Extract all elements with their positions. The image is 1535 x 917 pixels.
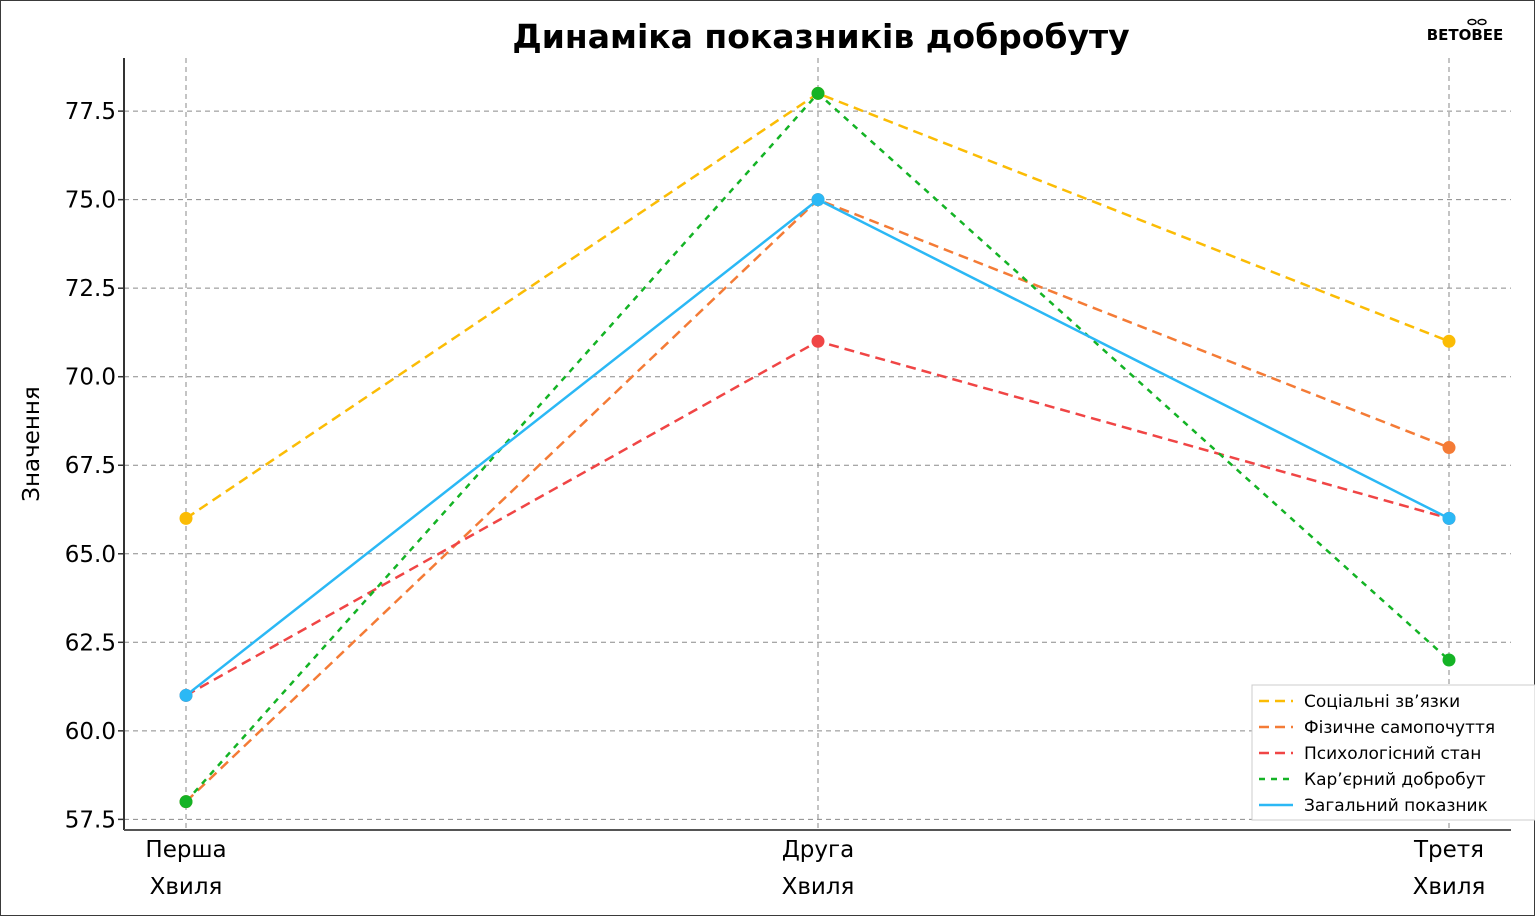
legend-label-3: Кар’єрний добробут xyxy=(1304,770,1486,790)
series-2-point-1 xyxy=(811,334,825,348)
series-3 xyxy=(179,86,1456,809)
x-tick-label-0-0: Перша xyxy=(145,837,226,863)
x-tick-label-1-1: Хвиля xyxy=(782,874,855,900)
legend-label-2: Психологісний стан xyxy=(1304,744,1481,764)
y-tick-label-3: 65.0 xyxy=(65,542,116,568)
y-tick-label-4: 67.5 xyxy=(65,453,116,479)
x-tick-label-2-1: Хвиля xyxy=(1413,874,1486,900)
logo-text: BETOBEE xyxy=(1427,26,1504,44)
series-4-point-0 xyxy=(179,688,193,702)
x-tick-label-1-0: Друга xyxy=(782,837,854,863)
legend-box xyxy=(1251,684,1535,821)
series-0-point-0 xyxy=(179,511,193,525)
chart-title: Динаміка показників добробуту xyxy=(512,17,1129,56)
x-tick-label-0-1: Хвиля xyxy=(150,874,223,900)
y-tick-label-5: 70.0 xyxy=(65,365,116,391)
legend-label-0: Соціальні зв’язки xyxy=(1304,692,1460,712)
x-tick-labels: Перша Хвиля Друга Хвиля Третя Хвиля xyxy=(145,837,1485,900)
y-tick-label-1: 60.0 xyxy=(65,719,116,745)
bee-icon xyxy=(1467,18,1487,26)
series-4-point-2 xyxy=(1442,511,1456,525)
y-tick-label-6: 72.5 xyxy=(65,276,116,302)
y-axis-label: Значення xyxy=(19,386,45,502)
series-group xyxy=(179,86,1456,809)
series-4-point-1 xyxy=(811,193,825,207)
series-3-point-1 xyxy=(811,86,825,100)
series-3-point-0 xyxy=(179,795,193,809)
axes xyxy=(123,58,1511,831)
logo: BETOBEE xyxy=(1427,18,1504,44)
legend: Соціальні зв’язки Фізичне самопочуття Псих… xyxy=(1251,684,1535,821)
series-1-point-2 xyxy=(1442,441,1456,455)
y-tick-label-8: 77.5 xyxy=(65,99,116,125)
y-tick-label-7: 75.0 xyxy=(65,188,116,214)
y-tick-label-0: 57.5 xyxy=(65,807,116,833)
series-4 xyxy=(179,193,1456,702)
y-tick-label-2: 62.5 xyxy=(65,630,116,656)
series-0-point-2 xyxy=(1442,334,1456,348)
series-3-point-2 xyxy=(1442,653,1456,667)
legend-label-4: Загальний показник xyxy=(1304,796,1488,816)
y-tick-labels: 57.5 60.0 62.5 65.0 67.5 70.0 72.5 75.0 77.5 xyxy=(65,99,124,833)
legend-label-1: Фізичне самопочуття xyxy=(1304,718,1495,738)
x-tick-label-2-0: Третя xyxy=(1413,837,1484,863)
